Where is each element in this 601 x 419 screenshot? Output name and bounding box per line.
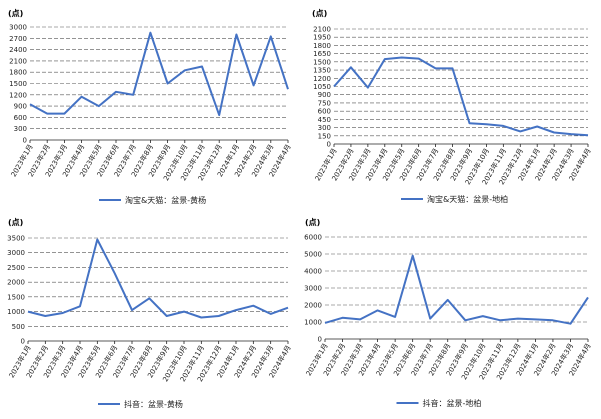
- legend-label: 抖音：盆景-地柏: [423, 398, 482, 408]
- unit-label: (点): [8, 8, 23, 18]
- chart-taobao-dibai: (点) 0150300450600750900105012001350150016…: [312, 8, 593, 204]
- y-tick-label: 2000: [304, 302, 322, 310]
- y-tick-label: 1050: [313, 83, 331, 91]
- y-tick-label: 1200: [313, 75, 331, 83]
- y-tick-label: 500: [12, 323, 25, 331]
- series-line: [29, 31, 289, 117]
- legend-label: 淘宝&天猫：盆景-地柏: [427, 194, 508, 204]
- y-tick-label: 1950: [313, 34, 331, 42]
- y-tick-label: 750: [318, 99, 331, 107]
- y-tick-label: 1200: [9, 91, 27, 99]
- y-tick-label: 1000: [7, 308, 25, 316]
- y-tick-label: 1500: [313, 58, 331, 66]
- legend-label: 抖音：盆景-黄杨: [124, 399, 183, 409]
- y-tick-label: 3500: [7, 235, 25, 243]
- series-line: [324, 254, 589, 325]
- y-tick-label: 3000: [9, 24, 27, 32]
- y-tick-label: 150: [318, 132, 331, 140]
- y-tick-label: 1000: [304, 319, 322, 327]
- y-tick-label: 0: [318, 336, 322, 344]
- y-tick-label: 900: [318, 91, 331, 99]
- y-tick-label: 300: [318, 124, 331, 132]
- unit-label: (点): [8, 217, 23, 227]
- y-tick-label: 0: [327, 141, 331, 149]
- y-tick-label: 450: [318, 116, 331, 124]
- unit-label: (点): [312, 8, 327, 18]
- y-tick-label: 600: [14, 114, 27, 122]
- y-tick-label: 2400: [9, 46, 27, 54]
- y-tick-label: 1650: [313, 50, 331, 58]
- chart-douyin-huangyang: (点)05001000150020002500300035002023年1月20…: [7, 217, 293, 409]
- y-tick-label: 2000: [7, 279, 25, 287]
- y-tick-label: 1500: [9, 80, 27, 88]
- y-tick-label: 2100: [9, 57, 27, 65]
- chart-taobao-huangyang: (点) 0 300 600 900 1200 1500 1800 2100 2400 2700 300…: [8, 8, 293, 205]
- y-tick-label: 3000: [304, 285, 322, 293]
- y-tick-label: 5000: [304, 251, 322, 259]
- y-tick-label: 1800: [313, 42, 331, 50]
- y-tick-label: 4000: [304, 268, 322, 276]
- legend-label: 淘宝&天猫：盆景-黄杨: [125, 195, 206, 205]
- y-tick-label: 0: [23, 137, 27, 145]
- y-tick-label: 300: [14, 125, 27, 133]
- y-tick-label: 1350: [313, 67, 331, 75]
- y-tick-label: 2700: [9, 35, 27, 43]
- y-tick-label: 2500: [7, 264, 25, 272]
- series-line: [333, 56, 589, 137]
- y-tick-label: 1800: [9, 69, 27, 77]
- series-line: [27, 238, 289, 319]
- y-tick-label: 6000: [304, 234, 322, 242]
- y-tick-label: 0: [21, 338, 25, 346]
- y-tick-label: 900: [14, 103, 27, 111]
- unit-label: (点): [305, 217, 320, 227]
- y-tick-label: 3000: [7, 249, 25, 257]
- y-tick-label: 600: [318, 108, 331, 116]
- y-tick-label: 2100: [313, 26, 331, 34]
- y-tick-label: 1500: [7, 293, 25, 301]
- chart-douyin-dibai: (点)01000200030004000500060002023年1月2023年…: [304, 217, 593, 408]
